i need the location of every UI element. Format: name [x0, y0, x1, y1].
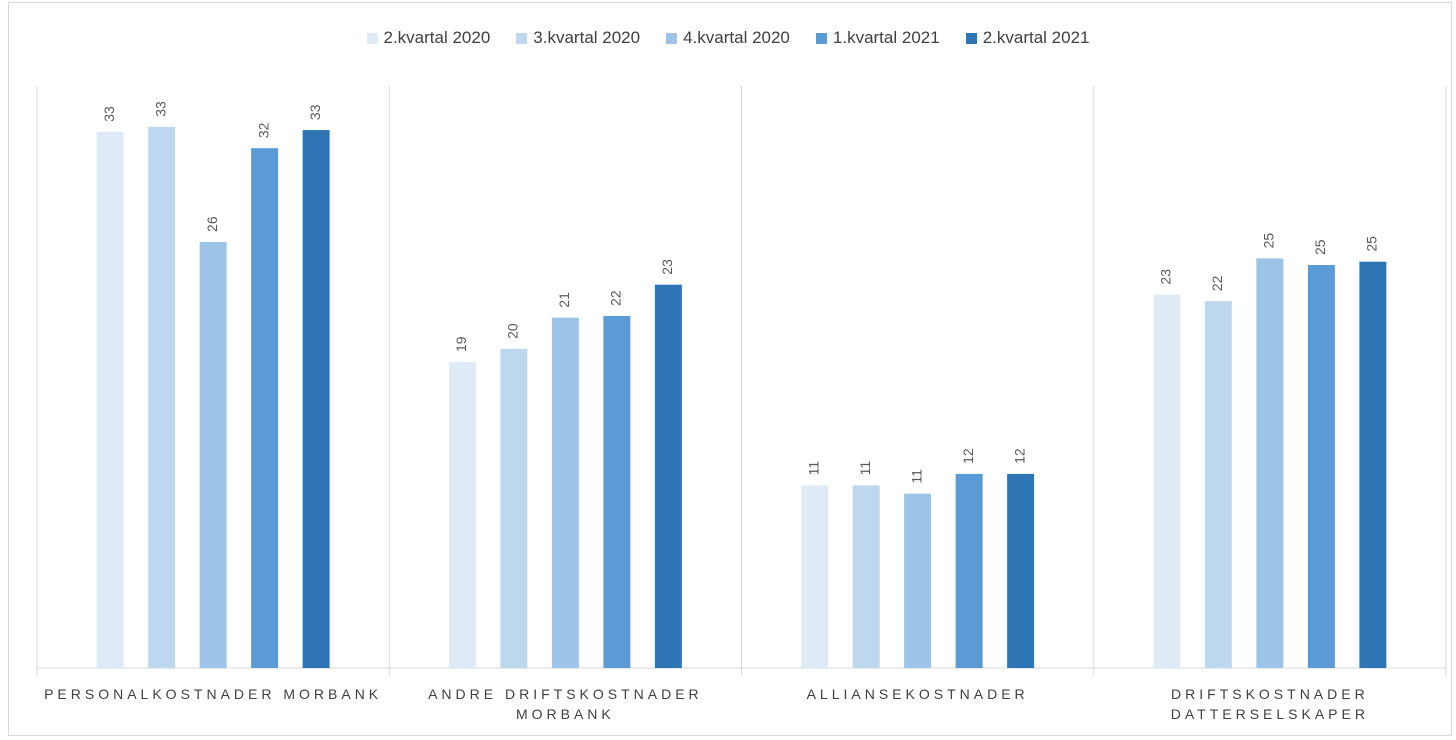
bar: [955, 473, 983, 668]
legend-item: 1.kvartal 2021: [815, 28, 940, 48]
legend-item: 4.kvartal 2020: [666, 28, 790, 48]
data-label: 11: [805, 461, 821, 476]
bar: [199, 241, 227, 668]
legend-item: 3.kvartal 2020: [516, 28, 640, 48]
data-label: 11: [857, 461, 873, 476]
category-label: PERSONALKOSTNADER MORBANK: [43, 684, 383, 704]
category-label-line: ALLIANSEKOSTNADER: [806, 686, 1029, 702]
legend-swatch: [516, 32, 528, 44]
bar: [96, 131, 124, 669]
bar: [302, 130, 330, 668]
category-label: ALLIANSEKOSTNADER: [748, 684, 1088, 704]
legend-label: 1.kvartal 2021: [832, 28, 940, 47]
bar: [448, 362, 476, 668]
bar: [1359, 261, 1387, 668]
legend-label: 2.kvartal 2021: [982, 28, 1090, 47]
category-label-line: ANDRE DRIFTSKOSTNADER: [428, 686, 703, 702]
bar: [1007, 473, 1035, 668]
bar: [801, 485, 829, 668]
data-label: 19: [453, 336, 469, 352]
data-label: 33: [307, 104, 323, 120]
data-label: 25: [1261, 233, 1277, 249]
chart-frame: [8, 2, 1452, 736]
data-label: 22: [608, 290, 624, 306]
data-label: 12: [1011, 448, 1027, 464]
category-label: DRIFTSKOSTNADER DATTERSELSKAPER: [1100, 684, 1440, 724]
bar: [1307, 264, 1335, 668]
legend-swatch: [815, 32, 827, 44]
data-label: 26: [204, 216, 220, 232]
category-label-line: MORBANK: [515, 706, 615, 722]
data-label: 20: [505, 323, 521, 339]
data-label: 22: [1209, 275, 1225, 291]
category-label: ANDRE DRIFTSKOSTNADER MORBANK: [395, 684, 735, 724]
bar: [852, 485, 880, 668]
data-label: 33: [152, 101, 168, 117]
category-label-line: DRIFTSKOSTNADER: [1171, 686, 1369, 702]
bar: [904, 493, 932, 668]
data-label: 33: [101, 106, 117, 122]
bar: [251, 148, 279, 668]
legend-item: 2.kvartal 2020: [366, 28, 491, 48]
legend-label: 4.kvartal 2020: [683, 28, 790, 47]
data-label: 25: [1312, 239, 1328, 255]
legend-label: 3.kvartal 2020: [533, 28, 641, 47]
bar: [1256, 258, 1284, 668]
legend-item: 2.kvartal 2021: [965, 28, 1090, 48]
legend-swatch: [366, 32, 378, 44]
bar: [603, 315, 631, 668]
chart-legend: 2.kvartal 2020 3.kvartal 2020 4.kvartal 20…: [0, 28, 1456, 48]
legend-swatch: [965, 32, 977, 44]
bar: [1204, 301, 1232, 668]
bar: [148, 126, 176, 669]
data-label: 25: [1364, 236, 1380, 252]
data-label: 32: [255, 122, 271, 138]
bar: [551, 317, 579, 668]
bar: [654, 284, 682, 668]
data-label: 23: [659, 259, 675, 275]
data-label: 21: [556, 292, 572, 308]
bar: [500, 348, 528, 668]
legend-label: 2.kvartal 2020: [383, 28, 491, 47]
category-label-line: PERSONALKOSTNADER MORBANK: [44, 686, 383, 702]
legend-swatch: [666, 32, 678, 44]
bar: [1153, 294, 1181, 668]
data-label: 23: [1158, 269, 1174, 285]
data-label: 11: [908, 469, 924, 484]
category-label-line: DATTERSELSKAPER: [1170, 706, 1369, 722]
data-label: 12: [960, 448, 976, 464]
